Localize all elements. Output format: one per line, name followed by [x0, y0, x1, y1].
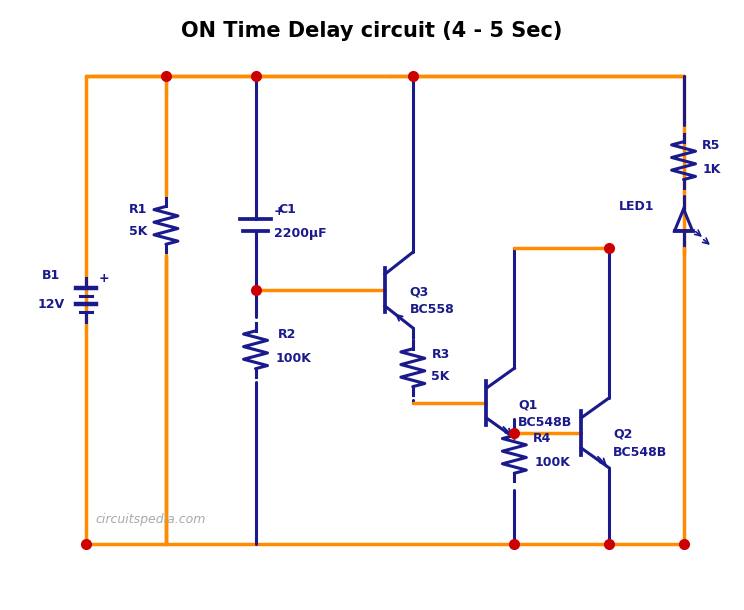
- Text: R1: R1: [129, 203, 147, 217]
- Text: LED1: LED1: [619, 200, 655, 213]
- Text: Q2: Q2: [613, 428, 632, 441]
- Text: B1: B1: [42, 268, 60, 282]
- Text: circuitspedia.com: circuitspedia.com: [96, 512, 206, 526]
- Text: 100K: 100K: [275, 352, 311, 365]
- Text: R4: R4: [533, 432, 551, 445]
- Text: +: +: [274, 206, 284, 218]
- Text: C1: C1: [278, 203, 296, 217]
- Text: BC558: BC558: [410, 303, 455, 316]
- Text: R2: R2: [278, 328, 297, 341]
- Text: R3: R3: [432, 348, 450, 361]
- Text: 2200μF: 2200μF: [274, 228, 327, 240]
- Text: 100K: 100K: [534, 456, 570, 469]
- Text: BC548B: BC548B: [519, 416, 573, 429]
- Text: BC548B: BC548B: [613, 446, 667, 459]
- Text: Q1: Q1: [519, 398, 538, 411]
- Text: 12V: 12V: [38, 298, 65, 312]
- Text: R5: R5: [702, 138, 721, 152]
- Text: +: +: [98, 272, 109, 285]
- Text: 5K: 5K: [432, 370, 450, 382]
- Text: 1K: 1K: [702, 163, 721, 176]
- Text: 5K: 5K: [129, 225, 147, 239]
- Text: ON Time Delay circuit (4 - 5 Sec): ON Time Delay circuit (4 - 5 Sec): [182, 21, 562, 41]
- Text: Q3: Q3: [410, 285, 429, 298]
